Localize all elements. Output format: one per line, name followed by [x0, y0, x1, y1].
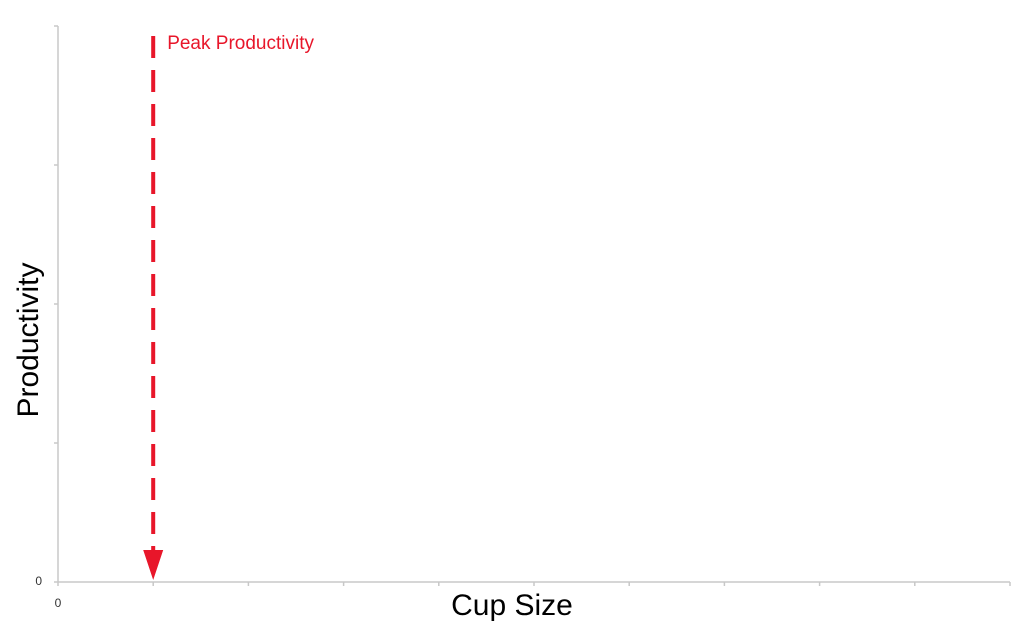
annotation-arrowhead — [143, 550, 164, 580]
x-tick-label: 0 — [55, 596, 62, 610]
y-axis-title: Productivity — [12, 262, 45, 417]
annotation-label: Peak Productivity — [167, 33, 314, 54]
x-axis-title: Cup Size — [451, 589, 573, 622]
y-tick-label tick-label: 0 — [35, 574, 42, 588]
